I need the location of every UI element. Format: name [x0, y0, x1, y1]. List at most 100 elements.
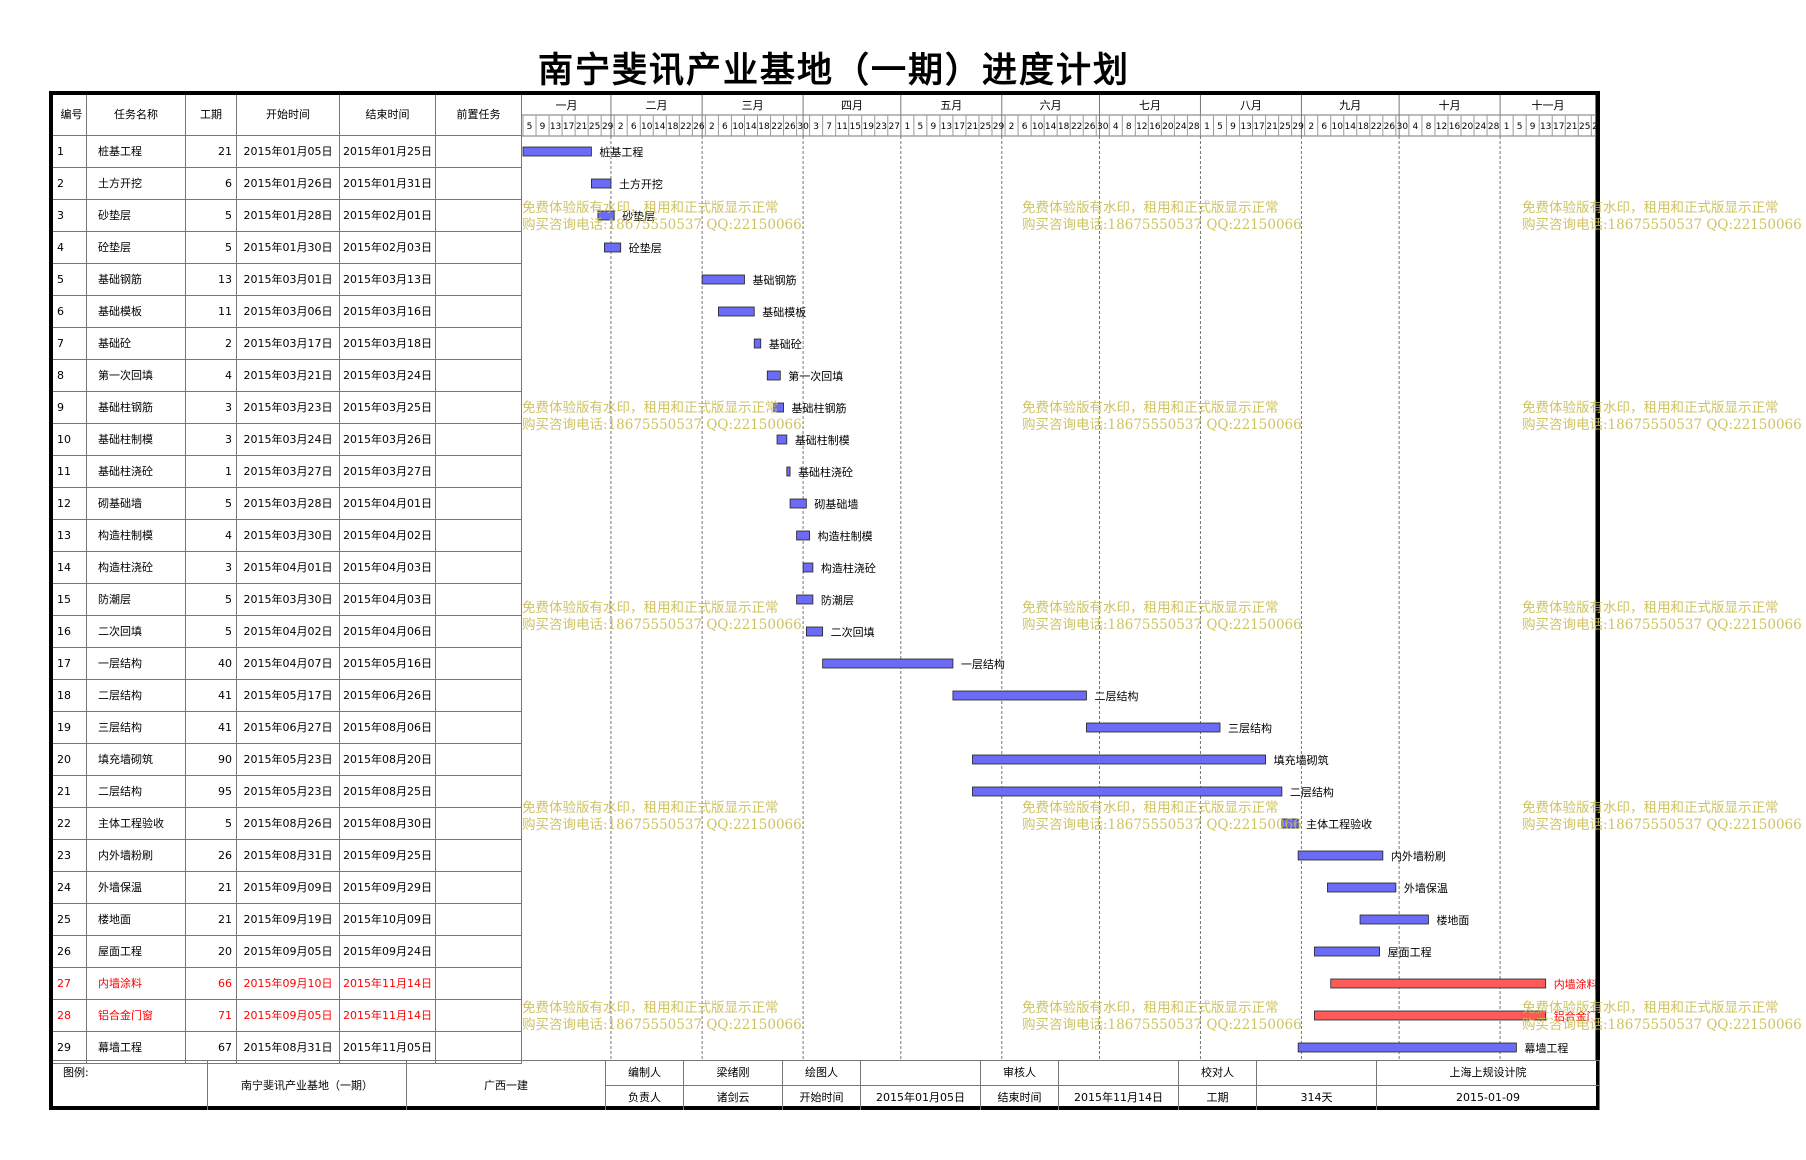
- start-value: 2015年01月05日: [861, 1085, 981, 1110]
- day-label: 28: [1188, 122, 1200, 132]
- task-end: 2015年03月25日: [340, 392, 436, 424]
- task-duration: 95: [186, 776, 237, 808]
- task-no: 27: [53, 968, 87, 1000]
- task-start: 2015年04月01日: [237, 552, 340, 584]
- task-predecessor: [436, 328, 522, 360]
- task-end: 2015年08月25日: [340, 776, 436, 808]
- task-bar: [766, 370, 781, 381]
- task-no: 25: [53, 904, 87, 936]
- day-label: 10: [641, 122, 653, 132]
- task-bar: [802, 562, 814, 573]
- day-label: 13: [1240, 122, 1251, 132]
- task-start: 2015年03月27日: [237, 456, 340, 488]
- day-label: 6: [1321, 122, 1327, 132]
- task-no: 19: [53, 712, 87, 744]
- task-bar-label: 基础模板: [762, 305, 806, 319]
- month-label: 八月: [1240, 99, 1262, 112]
- day-label: 22: [680, 122, 691, 132]
- task-predecessor: [436, 968, 522, 1000]
- task-bar: [1297, 1042, 1517, 1053]
- task-predecessor: [436, 360, 522, 392]
- task-bar-label: 幕墙工程: [1524, 1041, 1568, 1055]
- task-duration: 40: [186, 648, 237, 680]
- task-name: 第一次回填: [87, 360, 186, 392]
- task-name: 基础钢筋: [87, 264, 186, 296]
- day-label: 14: [745, 122, 757, 132]
- day-label: 14: [1045, 122, 1057, 132]
- task-bar: [773, 402, 784, 413]
- day-label: 2: [618, 122, 624, 132]
- task-bar: [1314, 1010, 1547, 1021]
- task-bar-label: 二次回填: [831, 625, 875, 639]
- day-label: 10: [1032, 122, 1044, 132]
- task-end: 2015年04月06日: [340, 616, 436, 648]
- task-bar: [1327, 882, 1397, 893]
- task-end: 2015年04月02日: [340, 520, 436, 552]
- task-duration: 13: [186, 264, 237, 296]
- task-end: 2015年02月03日: [340, 232, 436, 264]
- day-label: 14: [1345, 122, 1357, 132]
- task-duration: 21: [186, 904, 237, 936]
- task-end: 2015年03月26日: [340, 424, 436, 456]
- task-no: 17: [53, 648, 87, 680]
- task-predecessor: [436, 296, 522, 328]
- task-name: 主体工程验收: [87, 808, 186, 840]
- footer-company: 广西一建: [407, 1060, 606, 1110]
- task-predecessor: [436, 584, 522, 616]
- task-end: 2015年04月01日: [340, 488, 436, 520]
- task-no: 12: [53, 488, 87, 520]
- task-bar: [1281, 818, 1299, 829]
- day-label: 22: [771, 122, 782, 132]
- month-label: 二月: [646, 99, 668, 112]
- month-label: 四月: [841, 99, 863, 112]
- task-name: 砼垫层: [87, 232, 186, 264]
- header-end: 结束时间: [340, 95, 436, 136]
- task-name: 内墙涂料: [87, 968, 186, 1000]
- task-bar: [1314, 946, 1380, 957]
- month-label: 七月: [1139, 99, 1161, 112]
- task-name: 基础柱浇砼: [87, 456, 186, 488]
- manager-label: 负责人: [606, 1085, 684, 1110]
- manager-value: 诸剑云: [684, 1085, 783, 1110]
- header-predecessor: 前置任务: [436, 95, 522, 136]
- day-label: 20: [1162, 122, 1174, 132]
- day-label: 2: [709, 122, 715, 132]
- task-duration: 5: [186, 488, 237, 520]
- reviewer-label: 审核人: [981, 1060, 1059, 1085]
- task-end: 2015年09月25日: [340, 840, 436, 872]
- task-bar-label: 铝合金门窗: [1554, 1009, 1596, 1023]
- task-duration: 1: [186, 456, 237, 488]
- task-name: 屋面工程: [87, 936, 186, 968]
- day-label: 6: [631, 122, 637, 132]
- task-end: 2015年08月30日: [340, 808, 436, 840]
- task-bar: [1086, 722, 1221, 733]
- checker-label: 校对人: [1179, 1060, 1257, 1085]
- task-start: 2015年05月23日: [237, 776, 340, 808]
- task-predecessor: [436, 520, 522, 552]
- task-end: 2015年01月25日: [340, 136, 436, 168]
- task-bar: [789, 498, 807, 509]
- day-label: 25: [1579, 122, 1590, 132]
- task-end: 2015年03月27日: [340, 456, 436, 488]
- task-predecessor: [436, 872, 522, 904]
- task-bar-label: 一层结构: [961, 657, 1005, 671]
- footer-project: 南宁斐讯产业基地（一期）: [208, 1060, 407, 1110]
- task-predecessor: [436, 712, 522, 744]
- task-start: 2015年08月26日: [237, 808, 340, 840]
- day-label: 8: [1426, 122, 1432, 132]
- task-bar: [796, 594, 814, 605]
- task-predecessor: [436, 456, 522, 488]
- day-label: 3: [813, 122, 819, 132]
- task-name: 二层结构: [87, 680, 186, 712]
- task-start: 2015年03月28日: [237, 488, 340, 520]
- task-bar: [753, 338, 762, 349]
- month-label: 一月: [555, 99, 577, 112]
- day-label: 5: [1517, 122, 1523, 132]
- day-label: 30: [797, 122, 809, 132]
- task-start: 2015年06月27日: [237, 712, 340, 744]
- day-label: 18: [1358, 122, 1370, 132]
- duration-label: 工期: [1179, 1085, 1257, 1110]
- day-label: 29: [1592, 122, 1596, 132]
- header-duration: 工期: [186, 95, 237, 136]
- day-label: 11: [836, 122, 847, 132]
